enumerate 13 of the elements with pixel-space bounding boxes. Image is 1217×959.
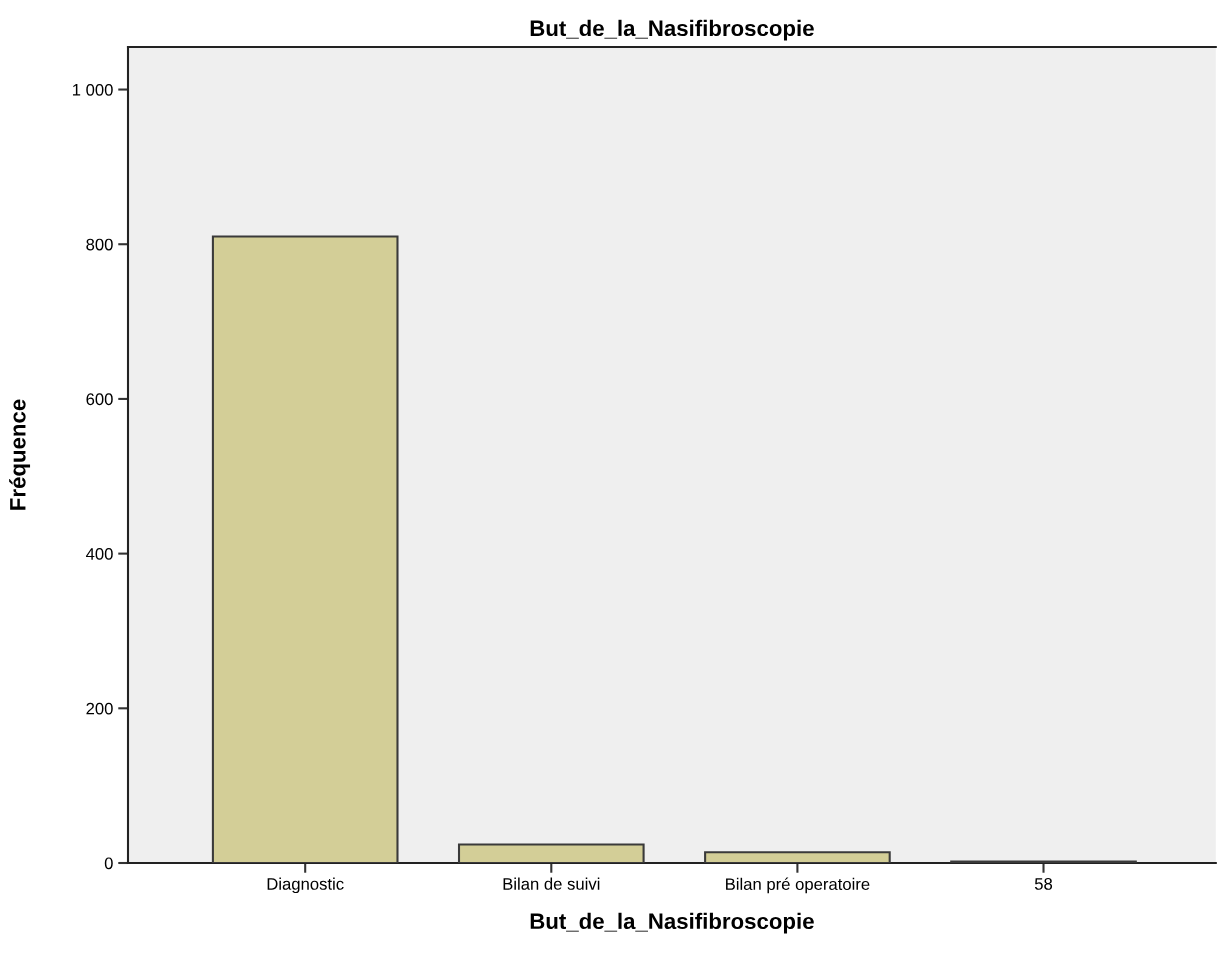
x-tick-label: Bilan pré operatoire — [726, 877, 870, 894]
y-axis-title: Fréquence — [9, 399, 31, 510]
y-tick-label: 400 — [85, 548, 113, 560]
y-tick-label: 1 000 — [72, 83, 113, 96]
y-tick-label: 600 — [86, 393, 113, 406]
x-tick-label: Bilan de suivi — [503, 877, 600, 890]
y-tick-label: 0 — [104, 857, 113, 870]
y-tick-label: 200 — [86, 702, 113, 715]
y-tick-label: 800 — [86, 238, 113, 251]
x-axis-title: But_de_la_Nasifibroscopie — [530, 912, 814, 934]
x-tick-label: 58 — [1034, 878, 1053, 890]
x-tick-label: Diagnostic — [267, 877, 344, 894]
chart-title: But_de_la_Nasifibroscopie — [530, 19, 814, 41]
